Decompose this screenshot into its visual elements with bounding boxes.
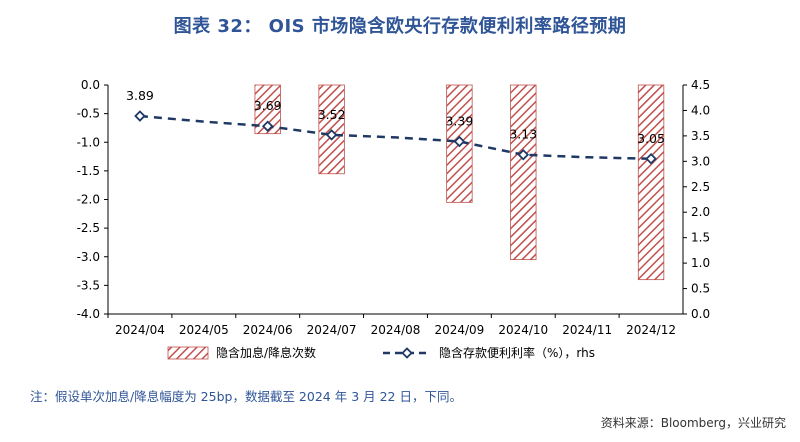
footnote: 注：假设单次加息/降息幅度为 25bp，数据截至 2024 年 3 月 22 日… [30,389,462,404]
line-point [325,129,338,141]
line-point [517,148,530,161]
legend-line-marker [401,347,413,359]
left-tick-label: -3.0 [77,250,100,264]
left-tick-label: -0.5 [77,107,100,121]
left-tick-label: -1.5 [77,164,100,178]
right-tick-label: 3.5 [691,129,710,143]
bar [318,84,345,175]
right-tick-label: 2.5 [691,180,710,194]
legend: 隐含加息/降息次数 隐含存款便利利率（%），rhs [167,345,595,360]
x-tick-label: 2024/05 [179,323,229,337]
left-tick-label: 0.0 [81,78,100,92]
x-tick-label: 2024/07 [307,323,357,337]
data-label: 3.05 [637,131,665,146]
line-point [453,135,466,148]
rate-line [139,114,652,161]
x-tick-label: 2024/12 [626,323,676,337]
x-tick-label: 2024/08 [371,323,421,337]
bar-series [254,84,665,281]
left-tick-label: -4.0 [77,307,100,321]
right-tick-label: 3.0 [691,154,710,168]
data-label: 3.69 [254,98,282,113]
right-tick-label: 0.5 [691,282,710,296]
right-tick-label: 1.0 [691,256,710,270]
data-label: 3.89 [126,88,154,103]
x-tick-label: 2024/09 [434,323,484,337]
data-label: 3.39 [445,113,473,128]
bar [510,84,537,261]
legend-bar-label: 隐含加息/降息次数 [216,345,316,360]
line-point [645,153,657,165]
chart-title: 图表 32： OIS 市场隐含欧央行存款便利利率路径预期 [173,16,627,37]
data-labels: 3.89 3.69 3.52 3.39 3.13 3.05 [126,88,665,146]
legend-line-label: 隐含存款便利利率（%），rhs [439,345,595,360]
source-note: 资料来源：Bloomberg，兴业研究 [600,416,786,430]
line-series [134,110,657,165]
legend-bar-swatch [167,346,209,360]
x-tick-label: 2024/10 [498,323,548,337]
right-tick-label: 2.0 [691,205,710,219]
left-tick-label: -2.0 [77,193,100,207]
data-label: 3.13 [509,127,537,142]
left-tick-label: -1.0 [77,135,100,149]
data-label: 3.52 [318,107,346,122]
x-tick-label: 2024/04 [115,323,165,337]
line-point [134,110,146,122]
x-tick-label: 2024/06 [243,323,293,337]
right-tick-label: 1.5 [691,231,710,245]
left-tick-label: -3.5 [77,278,100,292]
bar [637,84,665,281]
right-tick-label: 0.0 [691,307,710,321]
right-tick-label: 4.5 [691,78,710,92]
x-tick-label: 2024/11 [562,323,612,337]
right-tick-label: 4.0 [691,103,710,117]
line-point [261,120,274,132]
left-tick-label: -2.5 [77,221,100,235]
axes: 0.0 -0.5 -1.0 -1.5 -2.0 -2.5 -3.0 -3.5 -4.0 4.5 4.… [77,78,711,337]
